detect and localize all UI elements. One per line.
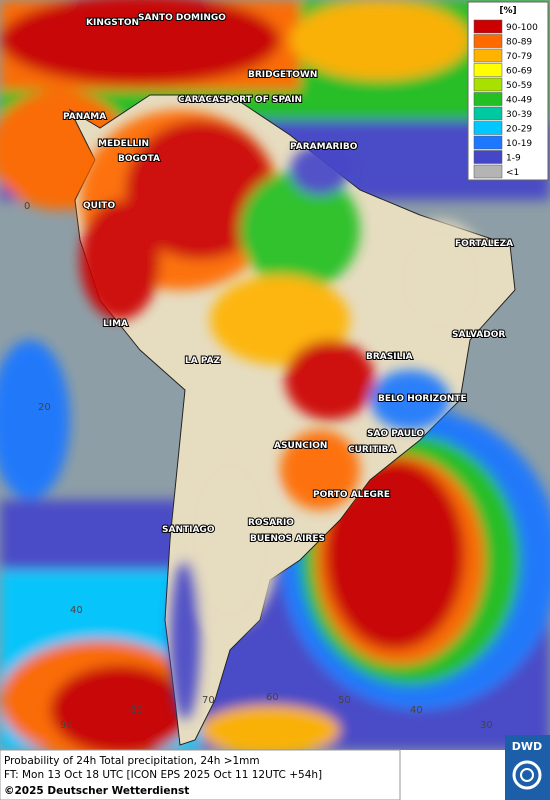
- city-label: PORT OF SPAIN: [225, 95, 302, 105]
- legend-swatch: [473, 106, 503, 121]
- grid-label: 0: [24, 201, 30, 212]
- city-label: PARAMARIBO: [290, 142, 358, 152]
- city-label: PORTO ALEGRE: [313, 490, 390, 500]
- city-label: CARACAS: [178, 95, 226, 105]
- legend-swatch: [473, 34, 503, 48]
- grid-label: 80: [130, 705, 143, 716]
- city-label: LA PAZ: [185, 356, 221, 366]
- city-label: SALVADOR: [452, 330, 505, 340]
- grid-label: 90: [60, 720, 73, 731]
- legend-label: 20-29: [506, 125, 532, 135]
- legend-label: 10-19: [506, 139, 532, 149]
- footer-line: Probability of 24h Total precipitation, …: [4, 755, 260, 767]
- grid-labels: 0 20 40 90 80 70 60 50 40 30: [24, 201, 493, 731]
- map-area: KINGSTON SANTO DOMINGO BRIDGETOWN CARACA…: [0, 0, 550, 750]
- grid-label: 20: [38, 402, 51, 413]
- city-label: ROSARIO: [248, 518, 294, 528]
- city-label: BOGOTA: [118, 154, 160, 164]
- legend: [%] 90-100 80-89 70-79 60-69 50-59 40-49 30-39…: [467, 1, 549, 181]
- footer-credit: ©2025 Deutscher Wetterdienst: [4, 785, 189, 797]
- legend-label: 50-59: [506, 81, 532, 91]
- legend-label: 70-79: [506, 52, 532, 62]
- legend-label: 30-39: [506, 110, 532, 120]
- city-labels: KINGSTON SANTO DOMINGO BRIDGETOWN CARACA…: [62, 12, 514, 545]
- legend-swatch: [473, 63, 503, 77]
- city-label: QUITO: [83, 201, 115, 211]
- legend-label: 1-9: [506, 154, 521, 164]
- city-label: SAO PAULO: [367, 429, 424, 439]
- grid-label: 40: [410, 705, 423, 716]
- legend-label: 60-69: [506, 67, 532, 77]
- legend-label: 80-89: [506, 38, 532, 48]
- city-label: FORTALEZA: [455, 239, 513, 249]
- legend-swatch: [473, 77, 503, 92]
- city-label: PANAMA: [63, 112, 106, 122]
- city-label: MEDELLIN: [98, 139, 149, 149]
- footer-line: FT: Mon 13 Oct 18 UTC [ICON EPS 2025 Oct…: [4, 769, 322, 781]
- grid-label: 60: [266, 692, 279, 703]
- dwd-logo: DWD: [505, 735, 550, 800]
- city-label: KINGSTON: [86, 18, 139, 28]
- precip-ocean: [0, 0, 550, 750]
- grid-label: 40: [70, 605, 83, 616]
- city-label: SANTO DOMINGO: [138, 13, 226, 23]
- city-label: LIMA: [103, 319, 128, 329]
- legend-swatch: [473, 48, 503, 63]
- city-label: BUENOS AIRES: [250, 534, 325, 544]
- legend-swatch: [473, 135, 503, 150]
- logo-text: DWD: [512, 740, 542, 753]
- legend-label: 90-100: [506, 23, 538, 33]
- city-label: SANTIAGO: [162, 525, 215, 535]
- grid-label: 30: [480, 720, 493, 731]
- city-label: CURITIBA: [348, 445, 396, 455]
- legend-swatch: [473, 150, 503, 164]
- footer-box: [0, 749, 401, 800]
- legend-swatch: [473, 92, 503, 106]
- legend-swatch: [473, 121, 503, 135]
- grid-label: 70: [202, 695, 215, 706]
- logo-mark: [520, 768, 534, 782]
- legend-label: <1: [506, 168, 519, 178]
- legend-swatch: [473, 164, 503, 179]
- logo-mark: [512, 760, 542, 790]
- city-label: ASUNCION: [274, 441, 327, 451]
- precip-land: [80, 110, 490, 720]
- city-label: BRASILIA: [366, 352, 413, 362]
- city-label: BRIDGETOWN: [248, 70, 317, 80]
- legend-swatch: [473, 19, 503, 34]
- legend-title: [%]: [499, 6, 516, 16]
- grid-label: 50: [338, 695, 351, 706]
- legend-label: 40-49: [506, 96, 532, 106]
- city-label: BELO HORIZONTE: [378, 394, 467, 404]
